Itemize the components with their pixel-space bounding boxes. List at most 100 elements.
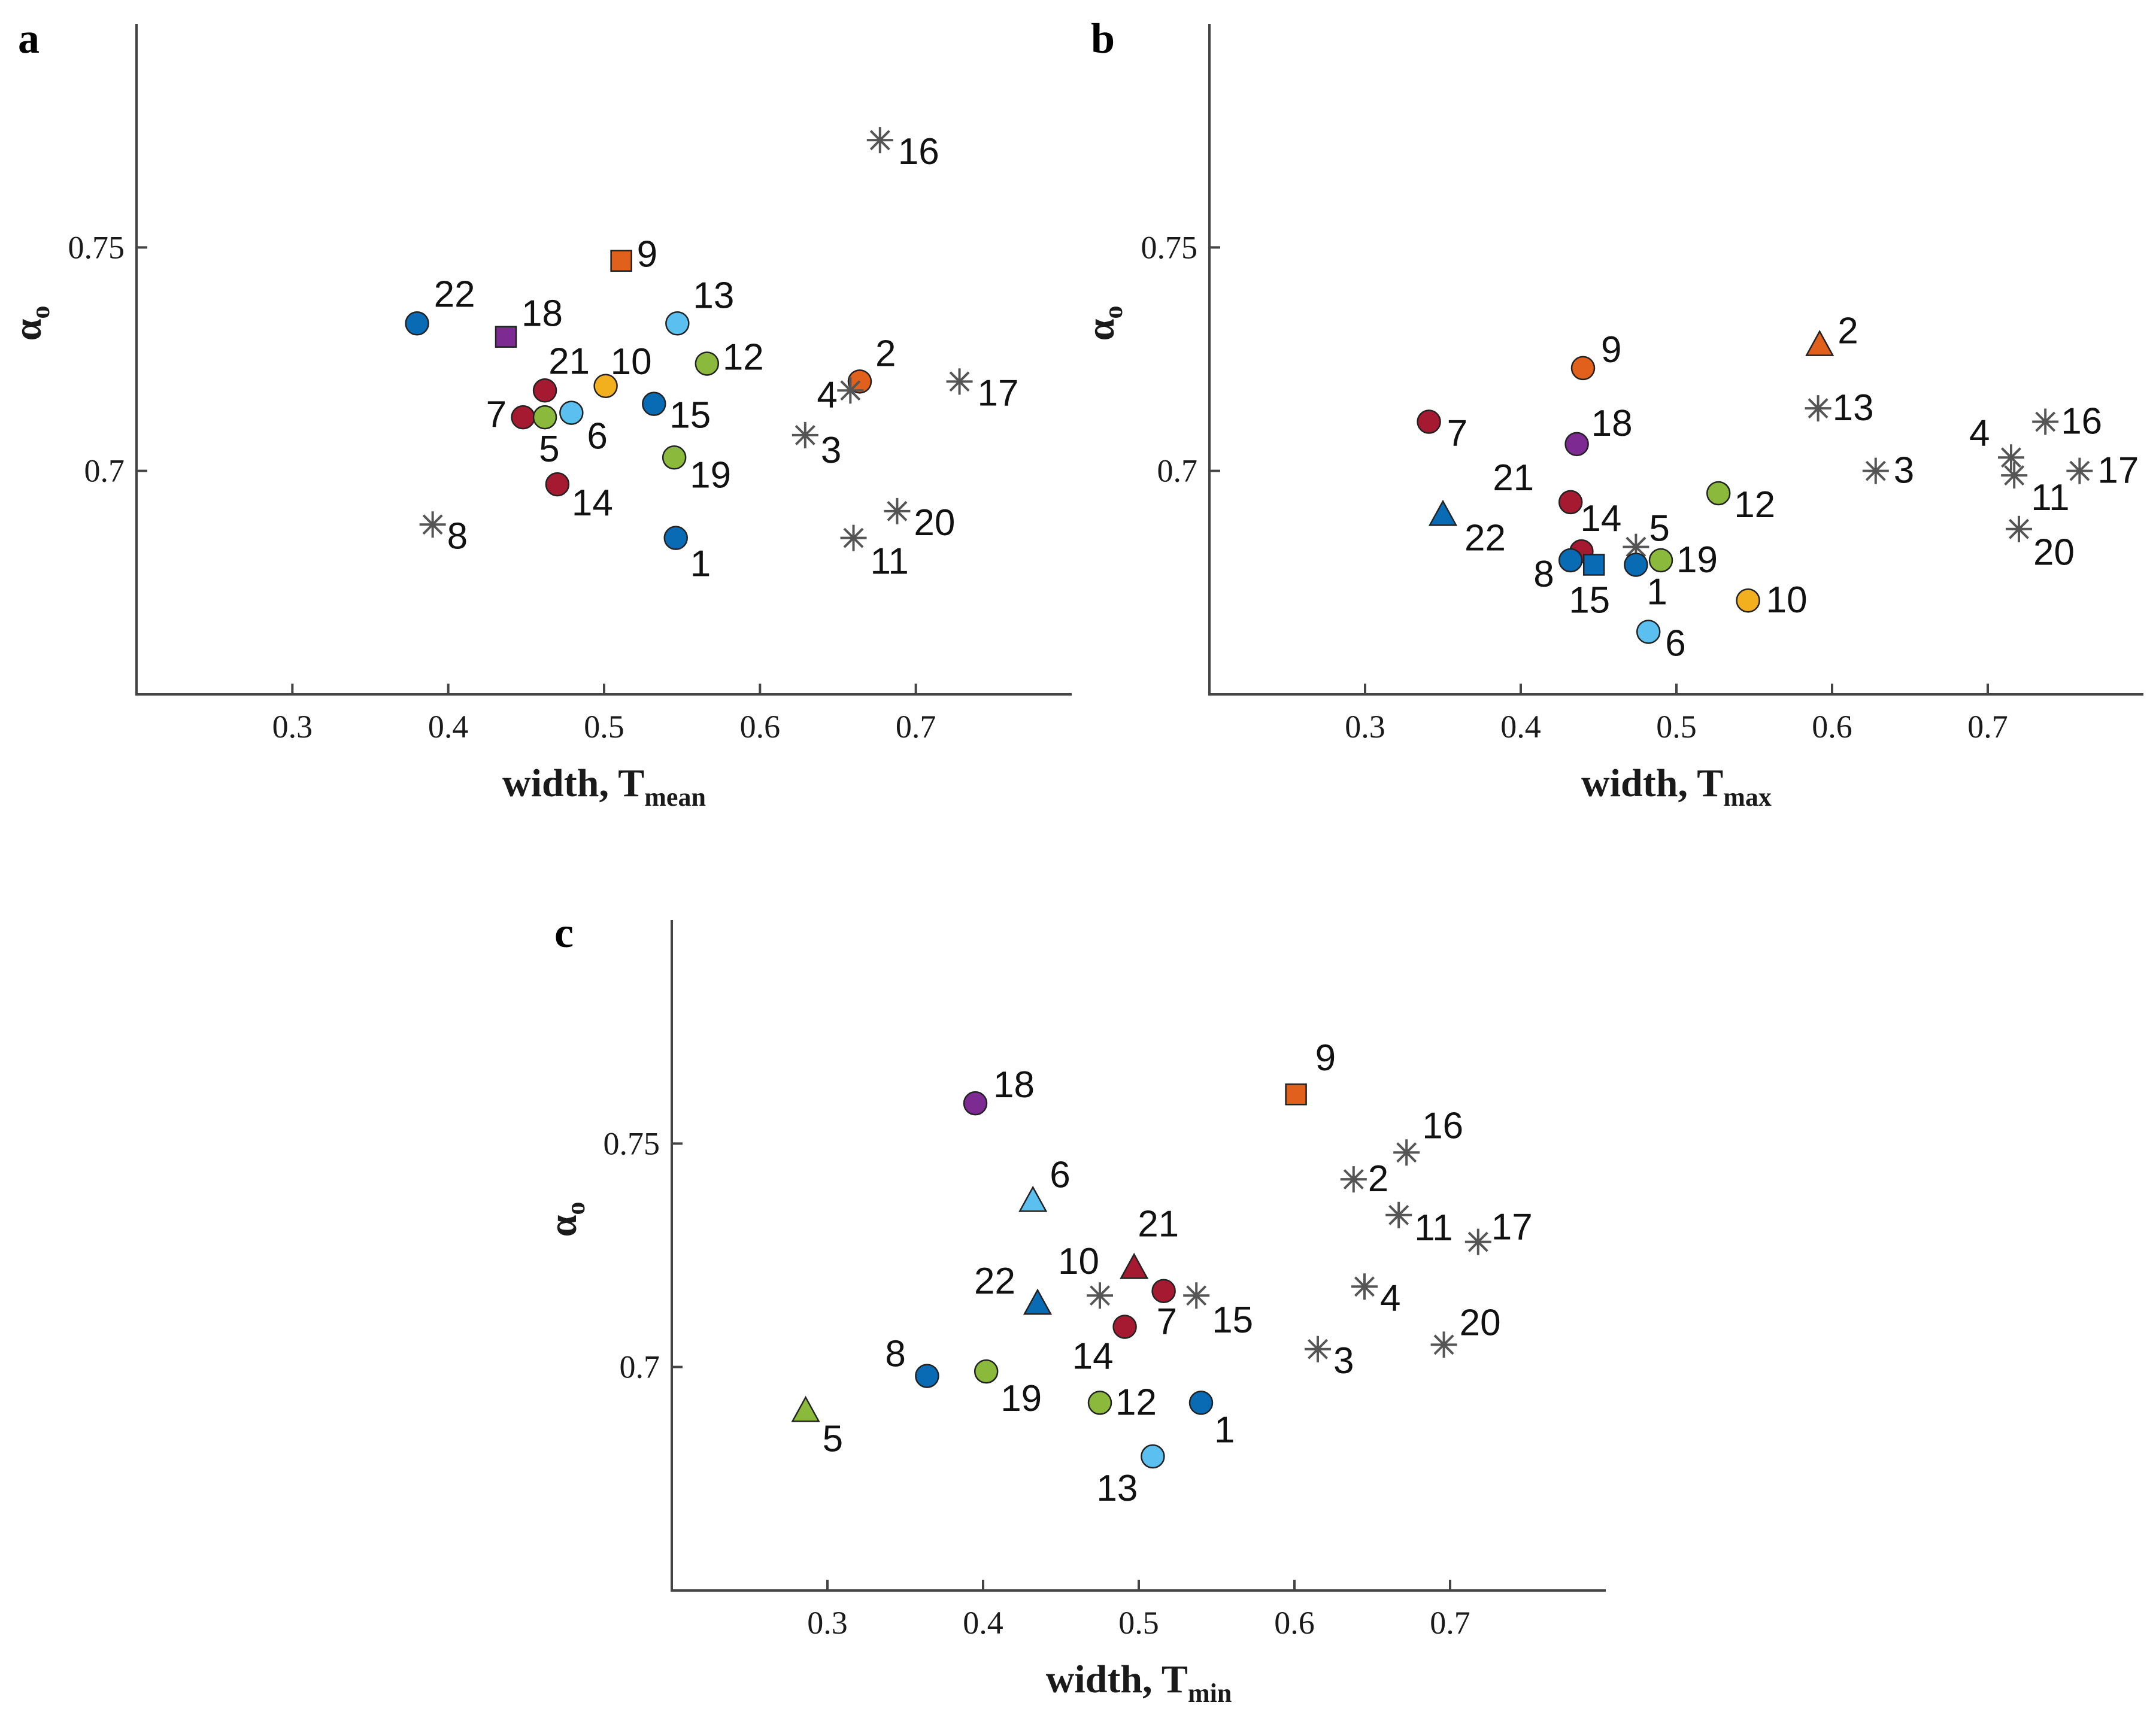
data-label-a-5: 5 — [539, 429, 559, 470]
axes-c — [671, 920, 1606, 1592]
data-point-c-14 — [1112, 1315, 1137, 1339]
data-label-c-1: 1 — [1214, 1409, 1235, 1450]
data-point-b-9 — [1570, 356, 1596, 381]
data-point-c-4 — [1351, 1273, 1378, 1300]
data-label-c-14: 14 — [1072, 1335, 1114, 1377]
panel-letter-c: c — [554, 909, 574, 957]
data-label-c-16: 16 — [1422, 1105, 1463, 1146]
y-tick-label: 0.75 — [604, 1125, 660, 1161]
data-point-b-3 — [1862, 457, 1889, 484]
data-label-b-1: 1 — [1646, 571, 1667, 612]
data-point-a-5 — [532, 405, 557, 430]
data-point-b-6 — [1636, 620, 1661, 644]
data-label-a-2: 2 — [875, 333, 896, 374]
data-point-a-7 — [511, 405, 535, 430]
data-point-b-20 — [2006, 515, 2032, 542]
data-point-a-8 — [419, 511, 446, 538]
x-tick-label: 0.6 — [740, 709, 781, 745]
data-point-c-19 — [974, 1359, 999, 1384]
data-label-a-7: 7 — [486, 394, 507, 435]
data-label-c-17: 17 — [1491, 1207, 1533, 1248]
data-point-b-22 — [1428, 499, 1458, 526]
data-point-b-10 — [1736, 588, 1760, 613]
data-label-a-11: 11 — [871, 541, 909, 582]
x-tick-label: 0.4 — [963, 1605, 1003, 1641]
data-point-b-16 — [2032, 408, 2059, 435]
data-label-c-13: 13 — [1096, 1468, 1138, 1509]
data-label-a-21: 21 — [548, 341, 590, 382]
data-point-a-20 — [884, 497, 911, 524]
data-point-b-4 — [1998, 444, 2024, 471]
data-label-a-19: 19 — [690, 454, 731, 496]
data-label-b-13: 13 — [1833, 387, 1874, 429]
data-label-a-9: 9 — [637, 234, 657, 275]
data-point-a-11 — [840, 524, 867, 551]
data-label-c-11: 11 — [1414, 1207, 1453, 1249]
data-point-a-14 — [545, 472, 570, 497]
data-point-a-17 — [946, 368, 973, 395]
data-point-c-11 — [1385, 1201, 1412, 1228]
data-point-a-4 — [837, 377, 864, 404]
data-label-c-2: 2 — [1368, 1158, 1388, 1200]
data-point-b-12 — [1706, 481, 1731, 506]
axes-a — [135, 24, 1072, 696]
data-point-a-13 — [665, 311, 690, 336]
data-label-c-18: 18 — [993, 1064, 1035, 1106]
data-point-c-10 — [1087, 1282, 1113, 1309]
y-tick-label: 0.7 — [1157, 453, 1198, 489]
data-label-c-22: 22 — [974, 1261, 1015, 1302]
data-label-b-20: 20 — [2033, 532, 2075, 573]
data-point-c-3 — [1305, 1335, 1331, 1362]
data-label-b-10: 10 — [1766, 579, 1808, 621]
data-label-b-17: 17 — [2097, 450, 2139, 491]
panel-letter-a: a — [18, 14, 40, 62]
x-tick-label: 0.5 — [1118, 1605, 1159, 1641]
data-point-c-22 — [1023, 1288, 1053, 1315]
x-tick-label: 0.4 — [1500, 709, 1541, 745]
data-point-a-22 — [405, 311, 429, 336]
data-label-c-5: 5 — [823, 1418, 843, 1459]
data-point-a-18 — [495, 326, 517, 348]
data-label-c-19: 19 — [1000, 1378, 1042, 1419]
data-label-c-7: 7 — [1157, 1301, 1177, 1343]
y-axis-title: αo — [1079, 306, 1128, 341]
data-point-a-1 — [663, 526, 689, 550]
data-label-c-15: 15 — [1212, 1300, 1253, 1341]
data-point-c-5 — [791, 1395, 820, 1422]
x-axis-title: width, Tmin — [1046, 1658, 1232, 1708]
data-point-b-2 — [1805, 330, 1834, 356]
data-point-c-20 — [1430, 1331, 1457, 1358]
data-point-c-8 — [915, 1364, 939, 1388]
data-point-a-3 — [792, 421, 818, 448]
x-tick-label: 0.5 — [1656, 709, 1697, 745]
data-point-b-15 — [1582, 554, 1605, 576]
data-point-a-6 — [559, 400, 584, 425]
y-tick-label: 0.7 — [620, 1349, 660, 1385]
data-label-a-10: 10 — [611, 341, 652, 383]
data-point-c-1 — [1188, 1391, 1214, 1415]
data-label-a-1: 1 — [690, 544, 711, 585]
data-label-a-4: 4 — [817, 374, 837, 415]
y-tick-label: 0.7 — [84, 453, 125, 489]
data-label-a-20: 20 — [914, 502, 955, 544]
data-point-b-19 — [1648, 548, 1673, 573]
panel-letter-b: b — [1091, 14, 1115, 62]
data-point-a-15 — [642, 391, 666, 416]
data-point-b-5 — [1623, 533, 1649, 560]
data-point-c-13 — [1141, 1444, 1165, 1469]
x-tick-label: 0.3 — [272, 709, 313, 745]
data-point-c-17 — [1464, 1228, 1491, 1255]
data-label-a-15: 15 — [669, 395, 711, 436]
data-label-a-22: 22 — [434, 274, 475, 315]
x-tick-label: 0.5 — [584, 709, 624, 745]
data-label-c-6: 6 — [1050, 1154, 1070, 1195]
data-label-c-9: 9 — [1315, 1037, 1336, 1079]
data-label-b-8: 8 — [1533, 554, 1554, 595]
x-tick-label: 0.6 — [1274, 1605, 1315, 1641]
x-axis-title: width, Tmean — [502, 761, 706, 812]
data-label-b-3: 3 — [1894, 450, 1914, 491]
data-label-a-17: 17 — [978, 372, 1019, 414]
